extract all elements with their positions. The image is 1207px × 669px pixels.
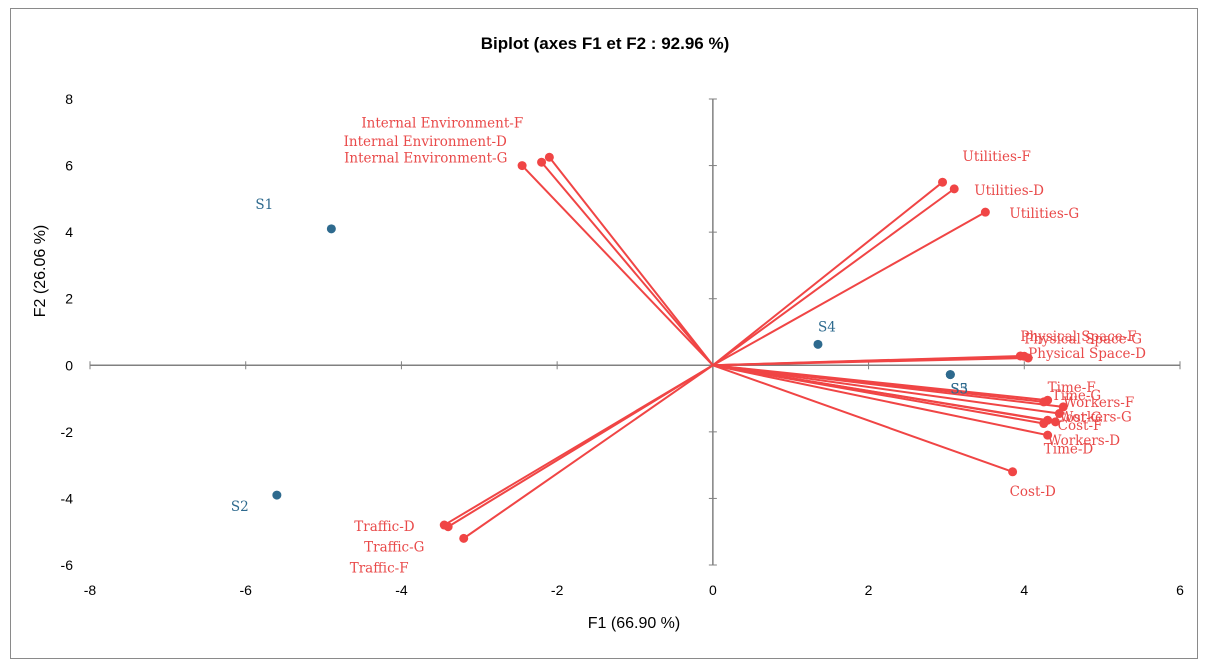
chart-title: Biplot (axes F1 et F2 : 92.96 %) — [481, 34, 729, 53]
y-tick-label: 0 — [65, 357, 73, 373]
observation-point — [945, 370, 955, 380]
variable-label: Physical Space-G — [1024, 331, 1142, 347]
x-tick-label: -8 — [84, 582, 97, 598]
observation-point — [813, 339, 823, 349]
chart-frame: Biplot (axes F1 et F2 : 92.96 %) F1 (66.… — [10, 8, 1198, 659]
axes: -8 -6 -4 -2 0 2 4 6 -6 -4 -2 0 2 4 6 8 — [61, 91, 1185, 598]
variable-label: Traffic-G — [364, 540, 424, 556]
y-tick-label: 8 — [65, 91, 73, 107]
y-tick-label: -2 — [61, 424, 74, 440]
point-labels: Internal Environment-F Internal Environme… — [231, 115, 1146, 576]
variable-label: Physical Space-D — [1028, 346, 1146, 362]
observation-label: S2 — [231, 499, 249, 515]
biplot-chart: Biplot (axes F1 et F2 : 92.96 %) F1 (66.… — [32, 34, 1185, 632]
variable-point — [443, 522, 453, 532]
variable-vector — [463, 364, 714, 540]
variable-point — [544, 152, 554, 162]
variable-label: Cost-D — [1010, 484, 1056, 500]
x-tick-label: -6 — [239, 582, 252, 598]
variable-label: Traffic-D — [354, 519, 415, 535]
variable-point — [1039, 419, 1049, 429]
variable-vector — [712, 356, 1029, 367]
variable-label: Internal Environment-D — [344, 134, 507, 150]
variable-label: Cost-F — [1058, 418, 1103, 434]
variable-point — [1023, 353, 1033, 363]
variable-label: Workers-G — [1059, 410, 1131, 426]
variable-label: Cost-G — [1055, 410, 1101, 426]
variable-label: Time-D — [1044, 442, 1094, 458]
variable-vector — [712, 364, 1044, 425]
variable-vector — [521, 164, 714, 366]
variable-label: Internal Environment-G — [344, 151, 507, 167]
variable-vector — [712, 211, 986, 367]
y-axis-title: F2 (26.06 %) — [32, 225, 49, 317]
observation-label: S3 — [950, 382, 968, 398]
variable-point — [1043, 430, 1053, 440]
observation-point — [272, 490, 282, 500]
variable-point — [1054, 409, 1064, 419]
x-tick-label: 6 — [1176, 582, 1184, 598]
variable-point — [1008, 467, 1018, 477]
variable-vector — [712, 364, 1060, 415]
variable-label: Time-F — [1048, 380, 1096, 396]
variable-point — [459, 533, 469, 543]
observation-label: S1 — [255, 197, 273, 213]
observation-points — [272, 224, 955, 500]
y-tick-label: -4 — [61, 490, 74, 506]
x-axis-title: F1 (66.90 %) — [588, 615, 680, 632]
variable-vector — [447, 364, 714, 528]
variable-vectors — [439, 152, 1068, 543]
variable-label: Time-G — [1052, 388, 1101, 404]
observation-label: S4 — [818, 319, 836, 335]
variable-vector — [712, 364, 1048, 437]
variable-label: Workers-D — [1048, 433, 1121, 449]
variable-label: Internal Environment-F — [361, 115, 523, 131]
variable-label: Utilities-G — [1009, 206, 1079, 222]
x-tick-label: 0 — [709, 582, 717, 598]
variable-label: Physical Space-F — [1020, 329, 1136, 345]
variable-label: Utilities-F — [963, 149, 1031, 165]
x-tick-label: 4 — [1020, 582, 1028, 598]
variable-label: Workers-F — [1063, 395, 1134, 411]
variable-vector — [712, 188, 955, 367]
x-tick-label: -4 — [395, 582, 408, 598]
variable-vector — [548, 156, 714, 366]
observation-point — [326, 224, 336, 234]
y-tick-label: 4 — [65, 224, 73, 240]
variable-point — [1050, 417, 1060, 427]
variable-point — [1058, 402, 1068, 412]
variable-point — [938, 177, 948, 187]
variable-point — [980, 207, 990, 217]
observation-label: S5 — [950, 382, 968, 398]
x-tick-label: 2 — [865, 582, 873, 598]
variable-point — [949, 184, 959, 194]
variable-label: Traffic-F — [350, 560, 409, 576]
y-tick-label: -6 — [61, 557, 74, 573]
variable-vector — [712, 364, 1013, 473]
y-tick-label: 2 — [65, 291, 73, 307]
x-tick-label: -2 — [551, 582, 564, 598]
variable-point — [537, 157, 547, 167]
variable-label: Utilities-D — [974, 183, 1044, 199]
variable-vector — [712, 364, 1064, 408]
variable-vector — [712, 181, 944, 367]
y-tick-label: 6 — [65, 158, 73, 174]
variable-point — [517, 161, 527, 171]
variable-vector — [540, 161, 714, 366]
